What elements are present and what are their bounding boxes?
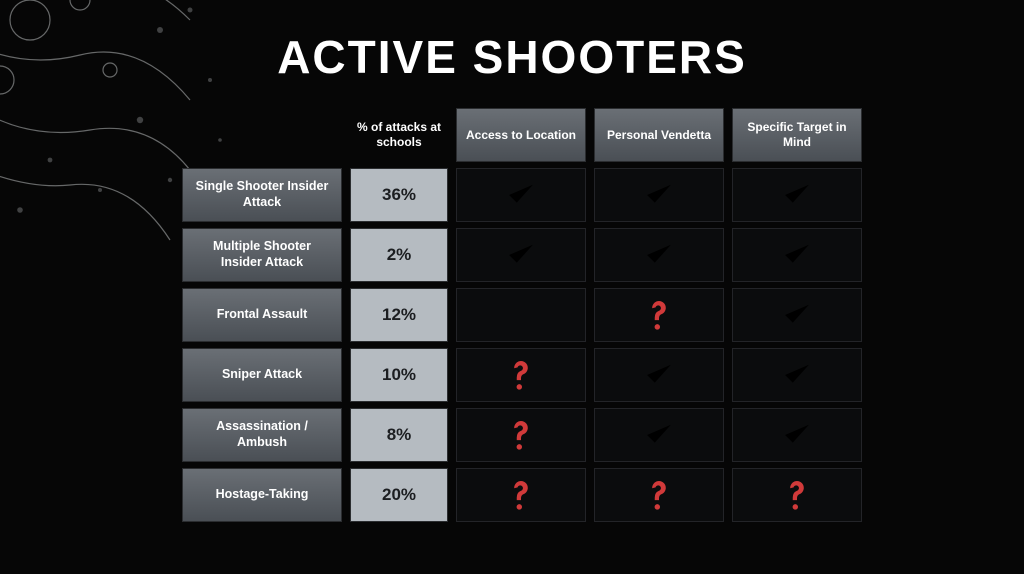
state-cell <box>594 168 724 222</box>
state-cell <box>456 468 586 522</box>
check-icon <box>780 418 814 452</box>
page-title: ACTIVE SHOOTERS <box>0 0 1024 84</box>
check-icon <box>780 358 814 392</box>
check-icon <box>642 178 676 212</box>
header-vendetta: Personal Vendetta <box>594 108 724 162</box>
pct-cell: 20% <box>350 468 448 522</box>
check-icon <box>780 178 814 212</box>
state-cell <box>732 228 862 282</box>
state-cell <box>456 228 586 282</box>
question-icon <box>780 478 814 512</box>
state-cell <box>456 168 586 222</box>
header-access: Access to Location <box>456 108 586 162</box>
state-cell <box>594 468 724 522</box>
header-spacer <box>182 108 342 162</box>
state-cell <box>594 408 724 462</box>
check-icon <box>780 298 814 332</box>
state-cell <box>456 408 586 462</box>
state-cell <box>594 348 724 402</box>
x-icon <box>504 298 538 332</box>
state-cell <box>732 408 862 462</box>
question-icon <box>504 418 538 452</box>
row-label: Frontal Assault <box>182 288 342 342</box>
check-icon <box>504 238 538 272</box>
row-label: Hostage-Taking <box>182 468 342 522</box>
check-icon <box>504 178 538 212</box>
question-icon <box>642 478 676 512</box>
check-icon <box>642 238 676 272</box>
question-icon <box>504 478 538 512</box>
state-cell <box>594 228 724 282</box>
state-cell <box>732 168 862 222</box>
pct-cell: 8% <box>350 408 448 462</box>
row-label: Single Shooter Insider Attack <box>182 168 342 222</box>
pct-cell: 2% <box>350 228 448 282</box>
row-label: Assassination / Ambush <box>182 408 342 462</box>
check-icon <box>642 358 676 392</box>
pct-cell: 36% <box>350 168 448 222</box>
check-icon <box>780 238 814 272</box>
state-cell <box>456 288 586 342</box>
comparison-table: % of attacks at schools Access to Locati… <box>182 108 862 522</box>
row-label: Sniper Attack <box>182 348 342 402</box>
header-pct: % of attacks at schools <box>350 108 448 162</box>
question-icon <box>642 298 676 332</box>
state-cell <box>594 288 724 342</box>
pct-cell: 12% <box>350 288 448 342</box>
row-label: Multiple Shooter Insider Attack <box>182 228 342 282</box>
state-cell <box>732 468 862 522</box>
pct-cell: 10% <box>350 348 448 402</box>
header-target: Specific Target in Mind <box>732 108 862 162</box>
question-icon <box>504 358 538 392</box>
state-cell <box>732 288 862 342</box>
state-cell <box>456 348 586 402</box>
check-icon <box>642 418 676 452</box>
state-cell <box>732 348 862 402</box>
